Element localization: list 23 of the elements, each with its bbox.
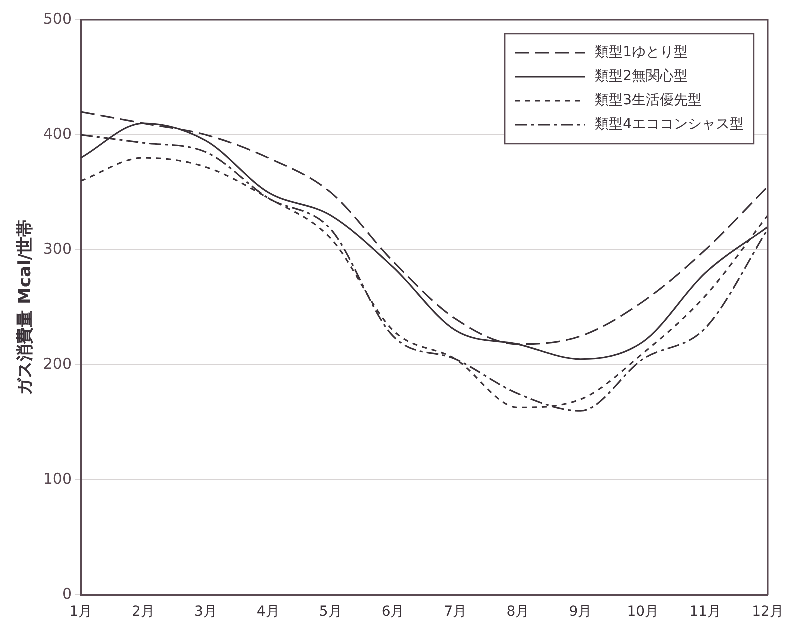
x-tick-label: 7月 — [444, 604, 468, 620]
x-tick-label: 1月 — [70, 604, 92, 620]
y-tick-label: 300 — [43, 240, 72, 258]
x-tick-label: 9月 — [569, 604, 592, 620]
legend-label: 類型2無関心型 — [595, 68, 688, 85]
x-tick-label: 6月 — [382, 604, 405, 620]
y-tick-label: 100 — [43, 470, 72, 488]
x-tick-label: 2月 — [132, 604, 155, 620]
legend-label: 類型1ゆとり型 — [595, 44, 688, 61]
x-tick-label: 10月 — [627, 604, 660, 620]
y-tick-label: 200 — [43, 355, 72, 374]
y-tick-label: 500 — [43, 10, 72, 28]
legend-label: 類型3生活優先型 — [595, 92, 702, 109]
legend-label: 類型4エココンシャス型 — [595, 116, 744, 133]
y-tick-label: 0 — [62, 585, 72, 604]
x-tick-label: 12月 — [752, 604, 784, 620]
x-tick-label: 11月 — [690, 604, 722, 620]
x-tick-label: 8月 — [506, 604, 530, 620]
x-tick-label: 4月 — [256, 604, 280, 620]
x-tick-label: 5月 — [319, 604, 342, 620]
y-axis-title: ガス消費量 Mcal/世帯 — [16, 220, 36, 396]
y-tick-label: 400 — [43, 124, 72, 143]
x-tick-label: 3月 — [194, 604, 218, 620]
